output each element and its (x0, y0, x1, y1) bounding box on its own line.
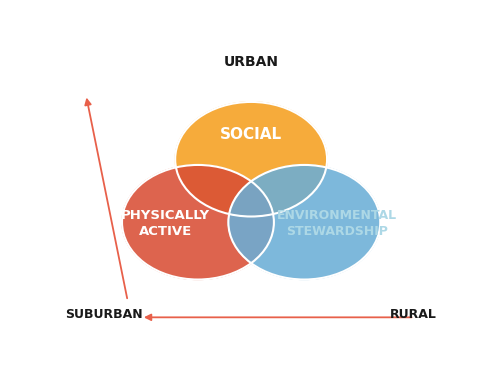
Text: SUBURBAN: SUBURBAN (65, 308, 143, 321)
Text: URBAN: URBAN (223, 55, 279, 69)
Circle shape (122, 165, 274, 279)
Text: RURAL: RURAL (391, 308, 437, 321)
Text: PHYSICALLY
ACTIVE: PHYSICALLY ACTIVE (121, 209, 210, 238)
Text: SOCIAL: SOCIAL (220, 127, 282, 142)
Circle shape (175, 102, 327, 217)
Circle shape (228, 165, 380, 279)
Text: ENVIRONMENTAL
STEWARDSHIP: ENVIRONMENTAL STEWARDSHIP (276, 209, 396, 238)
